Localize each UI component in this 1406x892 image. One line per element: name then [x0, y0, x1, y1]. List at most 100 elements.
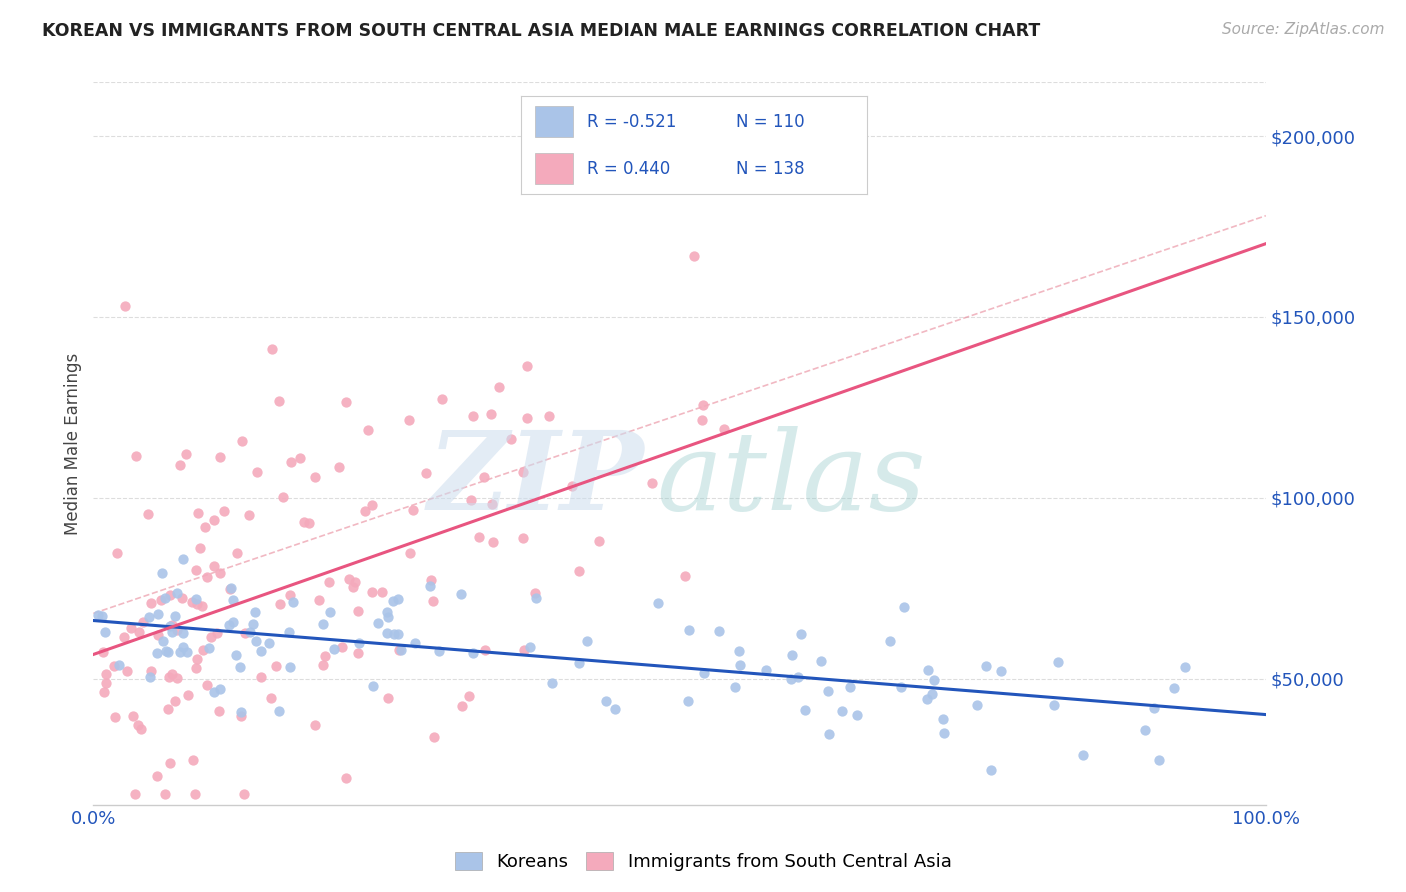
Point — [818, 726, 841, 740]
Point — [367, 615, 389, 630]
Point — [1046, 656, 1069, 670]
Point — [288, 451, 311, 466]
Point — [195, 570, 218, 584]
Point — [104, 710, 127, 724]
Point — [125, 450, 148, 464]
Point — [472, 470, 495, 484]
Point — [159, 587, 181, 601]
Point — [131, 722, 153, 736]
Point — [415, 466, 437, 480]
Point — [105, 546, 128, 560]
Point — [159, 756, 181, 771]
Point — [561, 478, 583, 492]
Point — [198, 641, 221, 656]
Point — [375, 625, 398, 640]
Point — [342, 581, 364, 595]
Point — [124, 787, 146, 801]
Point — [481, 497, 503, 511]
Point — [755, 663, 778, 677]
Point — [141, 665, 163, 679]
Point — [707, 624, 730, 638]
Point — [152, 633, 174, 648]
Point — [146, 607, 169, 621]
Text: atlas: atlas — [657, 425, 925, 533]
Point — [176, 645, 198, 659]
Point — [595, 693, 617, 707]
Point — [922, 673, 945, 687]
Point — [121, 709, 143, 723]
Point — [479, 407, 502, 421]
Point — [512, 531, 534, 545]
Point — [225, 648, 247, 662]
Point — [246, 465, 269, 479]
Point — [319, 606, 342, 620]
Point — [200, 630, 222, 644]
Point — [298, 516, 321, 531]
Point — [387, 627, 409, 641]
Point — [673, 569, 696, 583]
Point — [917, 664, 939, 678]
Point — [318, 574, 340, 589]
Point — [128, 625, 150, 640]
Point — [160, 624, 183, 639]
Point — [103, 659, 125, 673]
Point — [155, 591, 177, 606]
Point — [839, 680, 862, 694]
Point — [810, 654, 832, 668]
Text: Source: ZipAtlas.com: Source: ZipAtlas.com — [1222, 22, 1385, 37]
Point — [387, 643, 409, 657]
Point — [218, 618, 240, 632]
Point — [138, 610, 160, 624]
Point — [512, 466, 534, 480]
Point — [1147, 754, 1170, 768]
Point — [422, 730, 444, 744]
Point — [728, 644, 751, 658]
Point — [474, 643, 496, 657]
Point — [94, 625, 117, 640]
Point — [186, 652, 208, 666]
Point — [148, 628, 170, 642]
Point — [728, 657, 751, 672]
Point — [328, 459, 350, 474]
Point — [817, 684, 839, 698]
Point — [163, 694, 186, 708]
Point — [233, 787, 256, 801]
Point — [893, 600, 915, 615]
Point — [361, 679, 384, 693]
Point — [262, 342, 284, 356]
Point — [202, 558, 225, 573]
Point — [157, 645, 180, 659]
Point — [513, 643, 536, 657]
Point — [159, 619, 181, 633]
Point — [377, 610, 399, 624]
Point — [245, 634, 267, 648]
Point — [91, 645, 114, 659]
Point — [191, 642, 214, 657]
Point — [976, 659, 998, 673]
Point — [311, 616, 333, 631]
Point — [127, 718, 149, 732]
Point — [170, 591, 193, 606]
Point — [184, 563, 207, 577]
Point — [344, 574, 367, 589]
Point — [647, 596, 669, 610]
Point — [450, 587, 472, 601]
Point — [335, 772, 357, 786]
Point — [257, 635, 280, 649]
Point — [382, 593, 405, 607]
Point — [354, 504, 377, 518]
Point — [91, 609, 114, 624]
Point — [427, 643, 450, 657]
Point — [229, 709, 252, 723]
Point — [713, 421, 735, 435]
Point — [212, 504, 235, 518]
Point — [280, 455, 302, 469]
Point — [831, 704, 853, 718]
Point — [516, 359, 538, 373]
Point — [238, 508, 260, 523]
Point — [180, 595, 202, 609]
Point — [347, 636, 370, 650]
Point — [157, 669, 180, 683]
Point — [1042, 698, 1064, 712]
Point — [980, 763, 1002, 777]
